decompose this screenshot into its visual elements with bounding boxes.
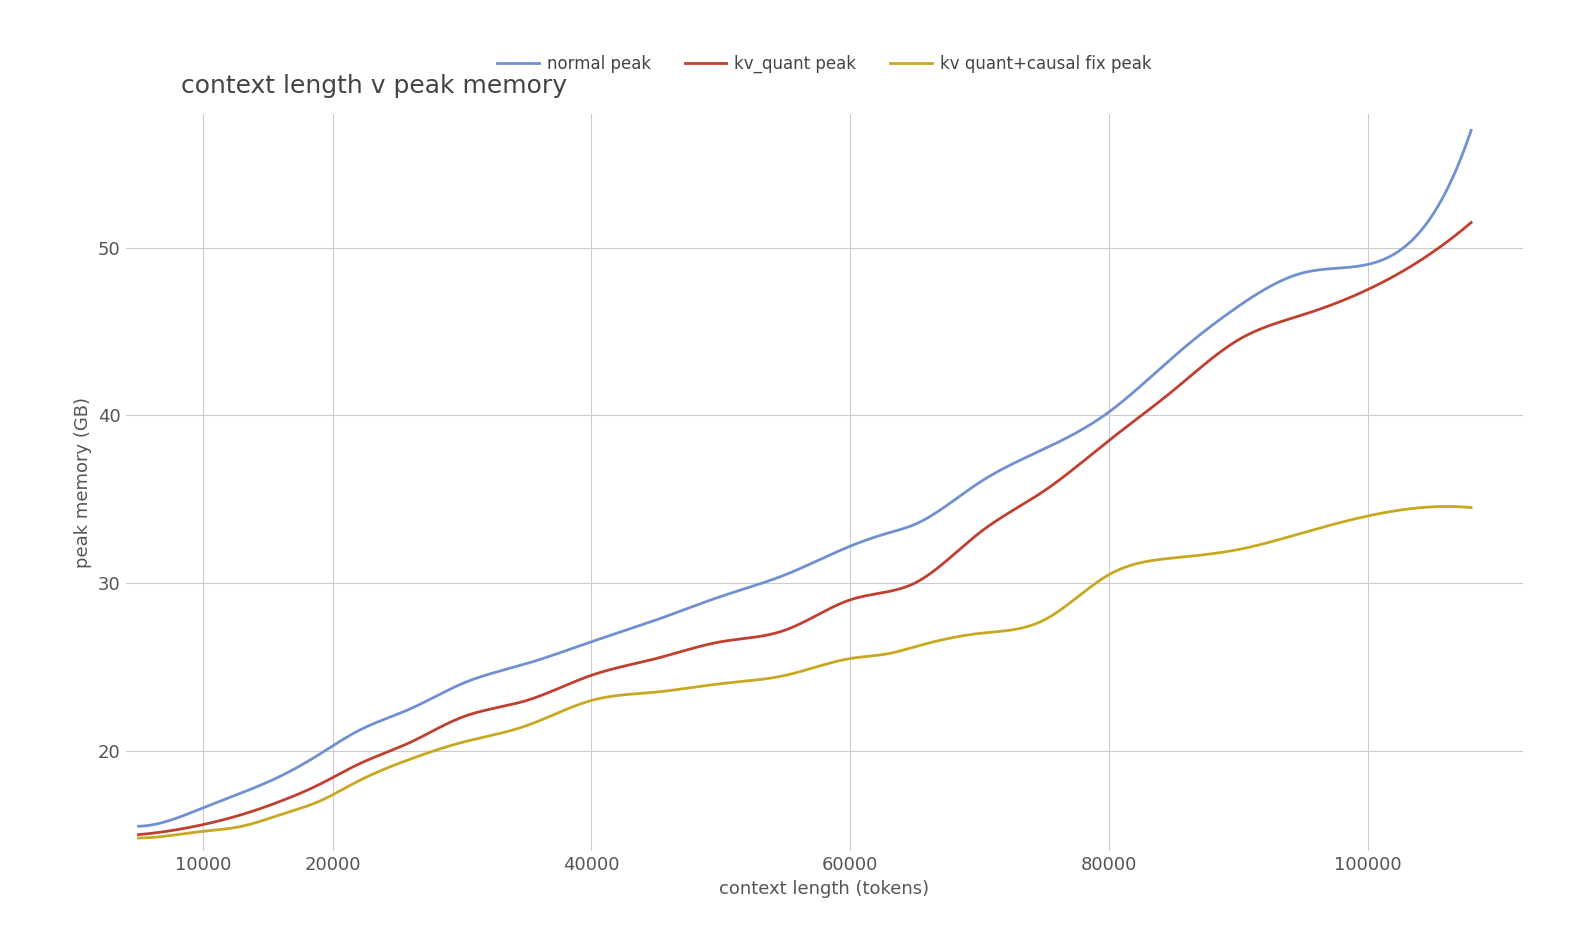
kv quant+causal fix peak: [903, 641, 922, 653]
normal peak: [903, 519, 922, 531]
kv quant+causal fix peak: [1462, 502, 1481, 514]
Line: kv quant+causal fix peak: kv quant+causal fix peak: [138, 506, 1471, 838]
kv_quant peak: [1276, 314, 1295, 325]
Line: kv_quant peak: kv_quant peak: [138, 222, 1471, 834]
Line: normal peak: normal peak: [138, 131, 1471, 826]
normal peak: [129, 820, 148, 832]
normal peak: [1140, 373, 1159, 384]
kv_quant peak: [129, 829, 148, 840]
Text: context length v peak memory: context length v peak memory: [182, 74, 567, 97]
kv_quant peak: [1140, 404, 1159, 415]
normal peak: [1276, 273, 1295, 285]
X-axis label: context length (tokens): context length (tokens): [719, 880, 929, 898]
Y-axis label: peak memory (GB): peak memory (GB): [74, 397, 93, 568]
kv quant+causal fix peak: [1276, 532, 1295, 543]
kv quant+causal fix peak: [937, 633, 956, 644]
normal peak: [978, 472, 997, 483]
kv quant+causal fix peak: [210, 824, 229, 835]
kv quant+causal fix peak: [1437, 500, 1455, 512]
kv_quant peak: [978, 521, 997, 533]
kv_quant peak: [937, 554, 956, 566]
normal peak: [937, 499, 956, 511]
kv_quant peak: [1462, 217, 1481, 228]
kv quant+causal fix peak: [1140, 555, 1159, 567]
kv_quant peak: [903, 579, 922, 590]
normal peak: [210, 796, 229, 807]
kv quant+causal fix peak: [129, 832, 148, 844]
kv_quant peak: [210, 815, 229, 826]
kv quant+causal fix peak: [978, 627, 997, 639]
Legend: normal peak, kv_quant peak, kv quant+causal fix peak: normal peak, kv_quant peak, kv quant+cau…: [490, 48, 1159, 79]
normal peak: [1462, 125, 1481, 136]
